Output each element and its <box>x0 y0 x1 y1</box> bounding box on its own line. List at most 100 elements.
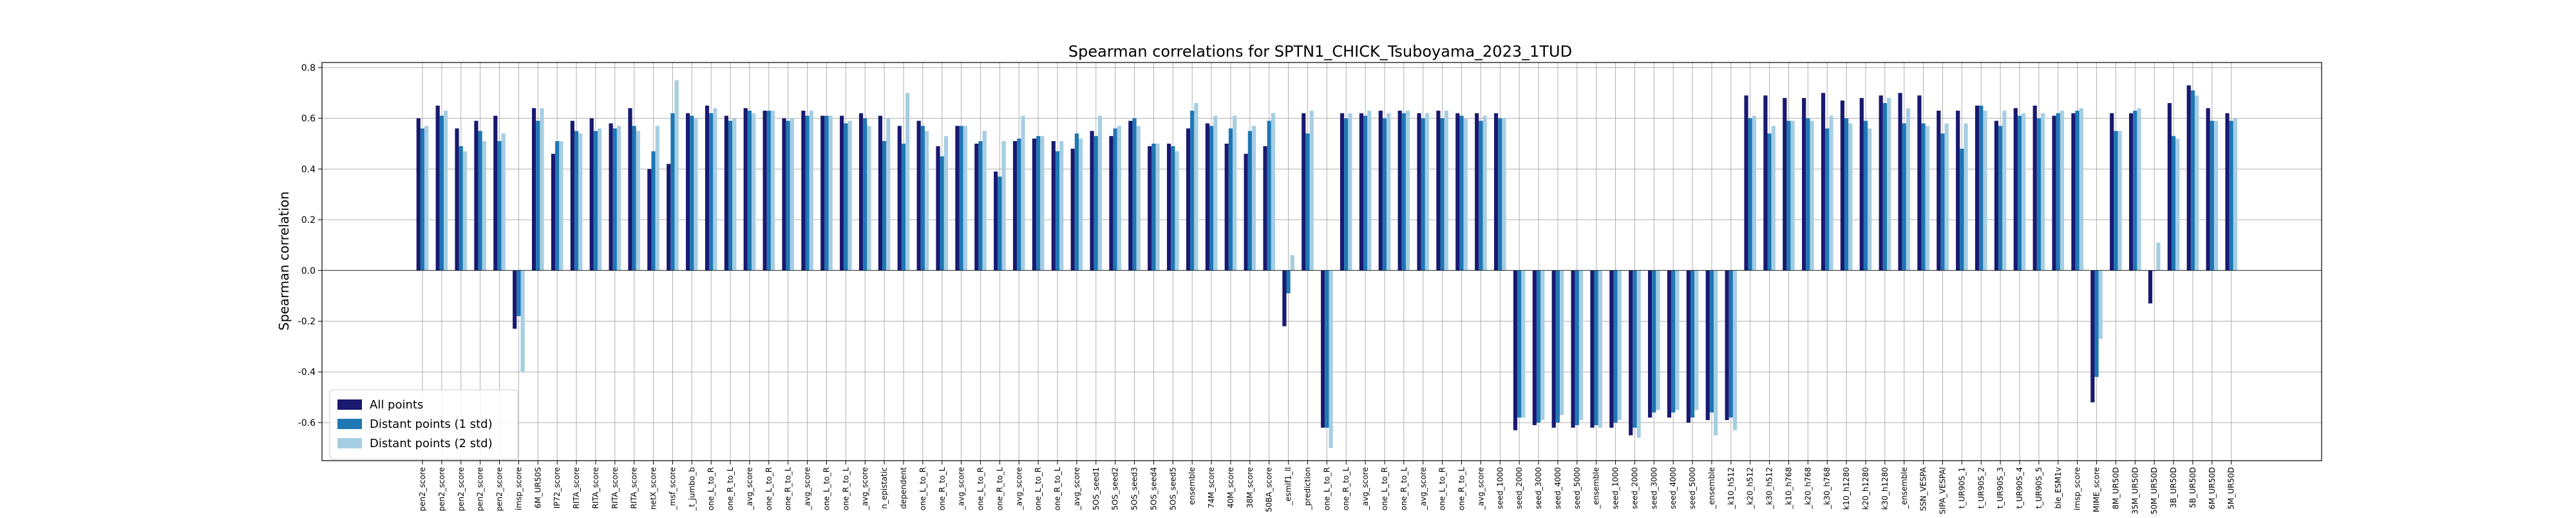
bar-series-1 <box>1536 270 1541 423</box>
bar-series-1 <box>1555 270 1560 423</box>
bar-series-2 <box>1021 115 1025 271</box>
bar-series-2 <box>482 141 486 271</box>
bar-series-1 <box>1882 102 1887 271</box>
bar-series-1 <box>766 110 771 271</box>
x-tick-label: SIPA_VESPAl <box>1938 467 1947 514</box>
bar-series-0 <box>628 108 632 271</box>
bar-series-2 <box>2060 110 2065 271</box>
x-tick-label: one_L_to_R <box>918 467 927 510</box>
bar-series-0 <box>1667 270 1672 418</box>
bar-series-2 <box>2195 95 2199 271</box>
bar-series-2 <box>655 126 659 271</box>
bar-series-2 <box>674 80 679 271</box>
x-tick-label: 35M_UR50D <box>2130 467 2139 514</box>
x-tick-label: _k10_h768 <box>1784 467 1793 510</box>
bar-series-0 <box>2032 105 2037 271</box>
x-tick-label: one_R_to_L <box>841 467 850 511</box>
x-tick-label: SSN_VESPA <box>1919 466 1928 511</box>
bar-series-1 <box>670 113 675 271</box>
bar-series-0 <box>1840 101 1845 271</box>
bar-series-2 <box>2137 108 2141 271</box>
bar-series-1 <box>1921 123 1926 271</box>
x-tick-label: 150M_UR50D <box>2150 467 2159 515</box>
x-tick-label: one_L_to_R <box>1380 467 1389 510</box>
bar-series-0 <box>1090 131 1094 271</box>
bar-series-0 <box>1763 95 1768 271</box>
bar-series-1 <box>805 115 810 271</box>
bar-series-2 <box>1155 143 1160 271</box>
y-tick-label: 0.6 <box>301 114 316 124</box>
x-tick-label: MIME_score <box>2092 467 2101 512</box>
bar-series-2 <box>1810 120 1814 271</box>
bar-series-2 <box>1656 270 1660 410</box>
bar-series-1 <box>1825 128 1830 271</box>
x-tick-label: seed_4000 <box>1553 467 1562 509</box>
x-tick-label: one_L_to_R <box>706 467 715 510</box>
bar-series-0 <box>916 120 921 271</box>
x-tick-label: one_R_to_L <box>938 467 947 511</box>
bar-series-0 <box>1590 270 1595 428</box>
bar-series-1 <box>998 177 1002 271</box>
x-tick-label: 5OS_seed2 <box>1111 467 1120 510</box>
x-tick-label: 5OS_seed3 <box>1130 467 1139 510</box>
x-tick-label: one_R_to_L <box>1053 467 1062 511</box>
bar-series-2 <box>2002 110 2007 271</box>
x-tick-label: _avg_score <box>1014 467 1023 510</box>
bar-series-2 <box>1233 115 1237 271</box>
bar-series-2 <box>1387 113 1391 271</box>
bar-series-2 <box>924 131 929 271</box>
bar-series-2 <box>1886 98 1891 271</box>
bar-series-2 <box>1540 270 1545 421</box>
bar-series-1 <box>1247 131 1252 271</box>
bar-series-1 <box>1382 118 1387 271</box>
x-tick-label: dependent <box>899 467 908 509</box>
bar-series-2 <box>2213 120 2219 271</box>
bar-series-0 <box>1417 113 1421 271</box>
bar-series-0 <box>1917 95 1922 271</box>
bar-series-2 <box>1329 270 1333 448</box>
bar-series-0 <box>1282 270 1287 327</box>
bar-series-0 <box>1513 270 1518 430</box>
bar-series-1 <box>1613 270 1618 423</box>
bar-series-0 <box>1051 141 1056 271</box>
x-tick-label: 5B_UR50D <box>2188 467 2197 508</box>
x-tick-label: seed_2000 <box>1515 467 1524 509</box>
y-tick-label: 0.0 <box>301 266 316 276</box>
bar-series-2 <box>1675 270 1680 410</box>
bar-series-0 <box>1937 110 1941 271</box>
bar-series-2 <box>1059 141 1064 271</box>
x-tick-label: RITA_score <box>591 467 600 509</box>
x-tick-label: _ensemble <box>1900 467 1909 510</box>
bar-series-0 <box>1956 110 1960 271</box>
x-tick-label: pen2_score <box>418 467 427 511</box>
bar-series-0 <box>1378 110 1383 271</box>
bar-series-1 <box>1074 133 1079 271</box>
bar-series-2 <box>886 118 891 271</box>
bar-series-0 <box>1397 110 1402 271</box>
bar-series-0 <box>570 120 574 271</box>
bar-series-0 <box>474 120 478 271</box>
x-tick-label: one_L_to_R <box>1322 467 1331 510</box>
bar-series-0 <box>955 126 960 271</box>
bar-series-1 <box>920 126 925 271</box>
legend-box <box>329 389 518 460</box>
bar-series-0 <box>782 118 786 271</box>
bar-series-2 <box>1271 113 1276 271</box>
y-tick-label: -0.6 <box>298 418 316 428</box>
bar-series-2 <box>770 110 775 271</box>
bar-series-0 <box>1340 113 1345 271</box>
bar-series-0 <box>551 153 556 271</box>
bar-series-2 <box>867 126 871 271</box>
bar-series-1 <box>690 115 694 271</box>
x-tick-label: _ensemble <box>1707 467 1716 510</box>
chart-title: Spearman correlations for SPTN1_CHICK_Ts… <box>1068 43 1572 61</box>
bar-series-1 <box>2210 120 2214 271</box>
bar-series-0 <box>2148 270 2153 303</box>
bar-series-0 <box>1532 270 1537 425</box>
x-tick-label: _avg_score <box>1476 467 1485 510</box>
bar-series-0 <box>647 169 652 271</box>
x-axis-ticks: pen2_score pen2_score pen2_score pen2_score… <box>418 461 2236 518</box>
bar-series-0 <box>1263 146 1267 271</box>
bar-series-1 <box>1633 270 1637 428</box>
